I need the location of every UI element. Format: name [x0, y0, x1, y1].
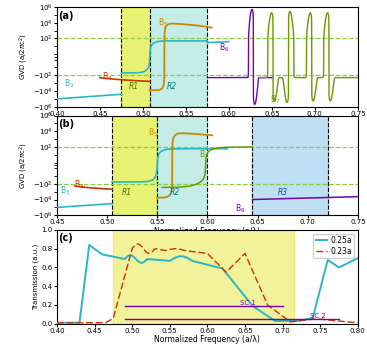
Text: B$_3$: B$_3$	[60, 185, 70, 197]
Text: B$_6$: B$_6$	[218, 42, 229, 54]
Text: B$_4$: B$_4$	[102, 70, 113, 83]
Text: R2: R2	[170, 188, 180, 197]
Text: B$_7$: B$_7$	[199, 148, 210, 161]
Bar	[113, 230, 294, 324]
Text: R3: R3	[277, 188, 288, 197]
X-axis label: Normalized Frequency (a/λ): Normalized Frequency (a/λ)	[155, 335, 260, 344]
Text: (c): (c)	[58, 233, 73, 243]
Bar	[252, 116, 328, 215]
Text: (b): (b)	[58, 119, 74, 130]
Y-axis label: Transmission (a.u.): Transmission (a.u.)	[32, 244, 39, 310]
Bar	[121, 7, 150, 107]
Text: B$_5$: B$_5$	[158, 16, 168, 29]
Text: (a): (a)	[58, 11, 73, 21]
Bar	[112, 116, 157, 215]
Text: B$_6$: B$_6$	[236, 202, 246, 215]
Legend: 0.25a, 0.23a: 0.25a, 0.23a	[313, 234, 354, 258]
Text: R1: R1	[129, 82, 139, 91]
Text: B$_7$: B$_7$	[270, 94, 280, 106]
Text: SC 1: SC 1	[240, 300, 255, 306]
Text: R2: R2	[167, 82, 177, 91]
Text: B$_4$: B$_4$	[74, 178, 84, 191]
Text: B$_5$: B$_5$	[148, 126, 159, 139]
X-axis label: Normalized Frequency (a/λ): Normalized Frequency (a/λ)	[155, 227, 260, 236]
Bar	[157, 116, 207, 215]
Bar	[150, 7, 207, 107]
Y-axis label: GVD (a/2$\pi$c$^2$): GVD (a/2$\pi$c$^2$)	[18, 142, 30, 189]
Text: B$_3$: B$_3$	[64, 78, 74, 90]
Text: R1: R1	[122, 188, 132, 197]
Y-axis label: GVD (a/2$\pi$c$^2$): GVD (a/2$\pi$c$^2$)	[18, 33, 30, 80]
Text: SC 2: SC 2	[310, 313, 326, 318]
